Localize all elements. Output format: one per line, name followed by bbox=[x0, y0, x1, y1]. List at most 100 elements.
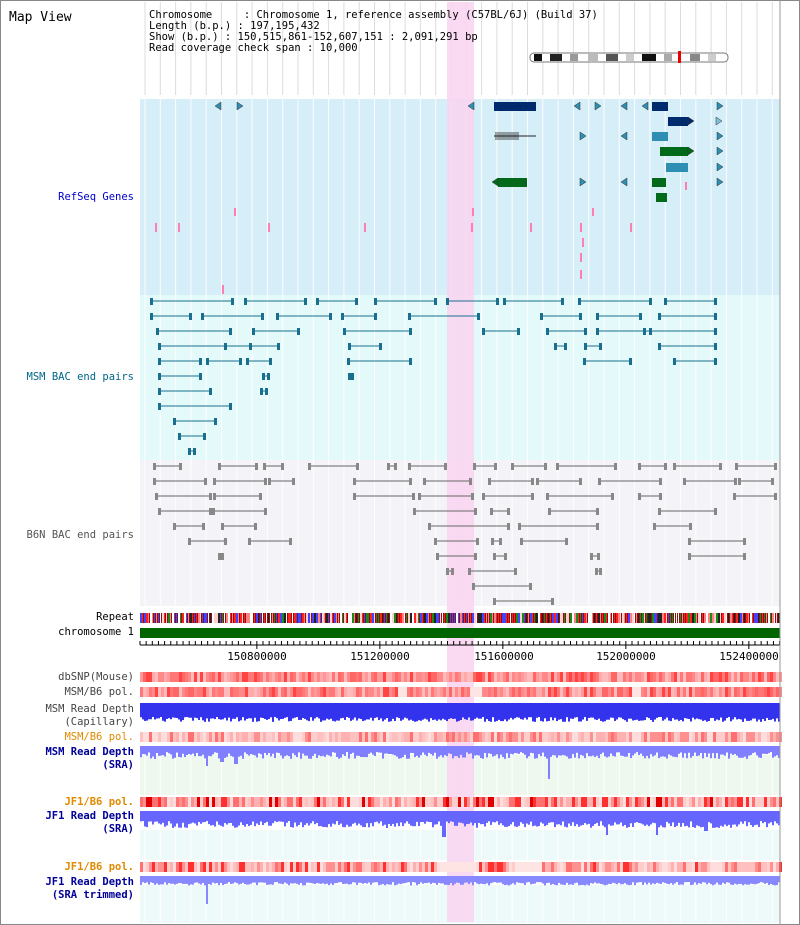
depth-bar bbox=[192, 811, 194, 823]
depth-bar bbox=[448, 876, 450, 886]
depth-bar bbox=[552, 876, 554, 884]
heat-cell bbox=[665, 797, 668, 807]
jf1-depth-sra-label[interactable]: JF1 Read Depth bbox=[45, 810, 134, 822]
depth-bar bbox=[264, 746, 266, 753]
depth-bar bbox=[212, 811, 214, 826]
chromosome-bar[interactable] bbox=[140, 628, 780, 638]
depth-bar bbox=[432, 876, 434, 883]
depth-bar bbox=[202, 703, 204, 721]
heat-cell bbox=[329, 687, 332, 697]
msm-b6-pol-label-2[interactable]: MSM/B6 pol. bbox=[64, 731, 134, 743]
heat-cell bbox=[578, 862, 581, 872]
msm-depth-sra-label[interactable]: MSM Read Depth bbox=[45, 746, 134, 758]
heat-cell bbox=[239, 797, 242, 807]
msm-b6-pol-track-2[interactable] bbox=[140, 732, 782, 742]
jf1-depth-sra-track[interactable] bbox=[140, 811, 780, 837]
msm-depth-sra-track[interactable] bbox=[140, 746, 780, 779]
depth-bar bbox=[590, 746, 592, 757]
depth-bar bbox=[198, 746, 200, 757]
b6n-bac-track-label[interactable]: B6N BAC end pairs bbox=[26, 529, 134, 541]
heat-cell bbox=[476, 862, 479, 872]
heat-cell bbox=[653, 732, 656, 742]
repeat-element bbox=[724, 613, 726, 623]
msm-bac-track[interactable] bbox=[150, 298, 717, 455]
heat-cell bbox=[323, 732, 326, 742]
heat-cell bbox=[527, 672, 530, 682]
depth-bar bbox=[624, 746, 626, 757]
heat-cell bbox=[704, 862, 707, 872]
repeat-track[interactable] bbox=[140, 613, 780, 623]
bac-end-marker bbox=[277, 343, 280, 350]
depth-bar bbox=[144, 876, 146, 884]
heat-cell bbox=[659, 687, 662, 697]
depth-bar bbox=[600, 876, 602, 884]
depth-bar bbox=[422, 746, 424, 753]
heat-cell bbox=[179, 797, 182, 807]
heat-cell bbox=[317, 687, 320, 697]
repeat-element bbox=[254, 613, 255, 623]
depth-bar bbox=[740, 703, 742, 720]
depth-bar bbox=[284, 876, 286, 883]
depth-bar bbox=[718, 703, 720, 721]
msm-depth-capillary-label[interactable]: MSM Read Depth bbox=[45, 703, 134, 715]
heat-cell bbox=[155, 862, 158, 872]
repeat-element bbox=[774, 613, 775, 623]
msm-bac-track-label[interactable]: MSM BAC end pairs bbox=[26, 371, 134, 383]
bac-end-marker bbox=[659, 478, 662, 485]
heat-cell bbox=[776, 687, 779, 697]
refseq-track-label[interactable]: RefSeq Genes bbox=[58, 191, 134, 203]
jf1-b6-pol-track-2[interactable] bbox=[140, 862, 782, 872]
depth-bar bbox=[706, 703, 708, 722]
heat-cell bbox=[347, 862, 350, 872]
jf1-depth-trimmed-label[interactable]: JF1 Read Depth bbox=[45, 876, 134, 888]
b6n-bac-track[interactable] bbox=[153, 463, 777, 605]
repeat-element bbox=[312, 613, 314, 623]
heat-cell bbox=[236, 797, 239, 807]
depth-bar bbox=[570, 811, 572, 826]
depth-bar bbox=[424, 703, 426, 719]
jf1-b6-pol-track[interactable] bbox=[140, 797, 782, 807]
depth-bar bbox=[560, 703, 562, 720]
refseq-genes-track[interactable] bbox=[155, 101, 724, 294]
bac-end-marker bbox=[189, 313, 192, 320]
jf1-depth-trimmed-track[interactable] bbox=[140, 876, 780, 904]
heat-cell bbox=[656, 672, 659, 682]
depth-bar bbox=[636, 811, 638, 823]
depth-bar bbox=[442, 811, 444, 837]
bac-end-marker bbox=[316, 298, 319, 305]
repeat-element bbox=[196, 613, 197, 623]
heat-cell bbox=[446, 862, 449, 872]
heat-cell bbox=[692, 797, 695, 807]
heat-cell bbox=[689, 862, 692, 872]
msm-depth-capillary-track[interactable] bbox=[140, 703, 780, 722]
depth-bar bbox=[188, 876, 190, 886]
depth-bar bbox=[290, 811, 292, 828]
repeat-element bbox=[666, 613, 667, 623]
heat-cell bbox=[434, 732, 437, 742]
depth-bar bbox=[542, 746, 544, 753]
depth-bar bbox=[480, 746, 482, 759]
depth-bar bbox=[456, 703, 458, 722]
msm-b6-pol-label[interactable]: MSM/B6 pol. bbox=[64, 686, 134, 698]
jf1-b6-pol-label-2[interactable]: JF1/B6 pol. bbox=[64, 861, 134, 873]
depth-bar bbox=[594, 746, 596, 758]
bac-end-marker bbox=[596, 313, 599, 320]
depth-bar bbox=[674, 876, 676, 884]
msm-b6-pol-track[interactable] bbox=[140, 687, 782, 697]
jf1-b6-pol-label[interactable]: JF1/B6 pol. bbox=[64, 796, 134, 808]
depth-bar bbox=[534, 746, 536, 759]
dbsnp-track[interactable] bbox=[140, 672, 782, 682]
chromosome-ideogram[interactable] bbox=[529, 51, 729, 63]
dbsnp-track-label[interactable]: dbSNP(Mouse) bbox=[58, 671, 134, 683]
repeat-element bbox=[302, 613, 304, 623]
repeat-element bbox=[756, 613, 758, 623]
depth-bar bbox=[500, 703, 502, 722]
heat-cell bbox=[557, 687, 560, 697]
depth-bar bbox=[594, 811, 596, 825]
selection-highlight[interactable] bbox=[447, 2, 474, 922]
depth-bar bbox=[180, 703, 182, 722]
heat-cell bbox=[644, 862, 647, 872]
repeat-element bbox=[564, 613, 565, 623]
heat-cell bbox=[716, 797, 719, 807]
